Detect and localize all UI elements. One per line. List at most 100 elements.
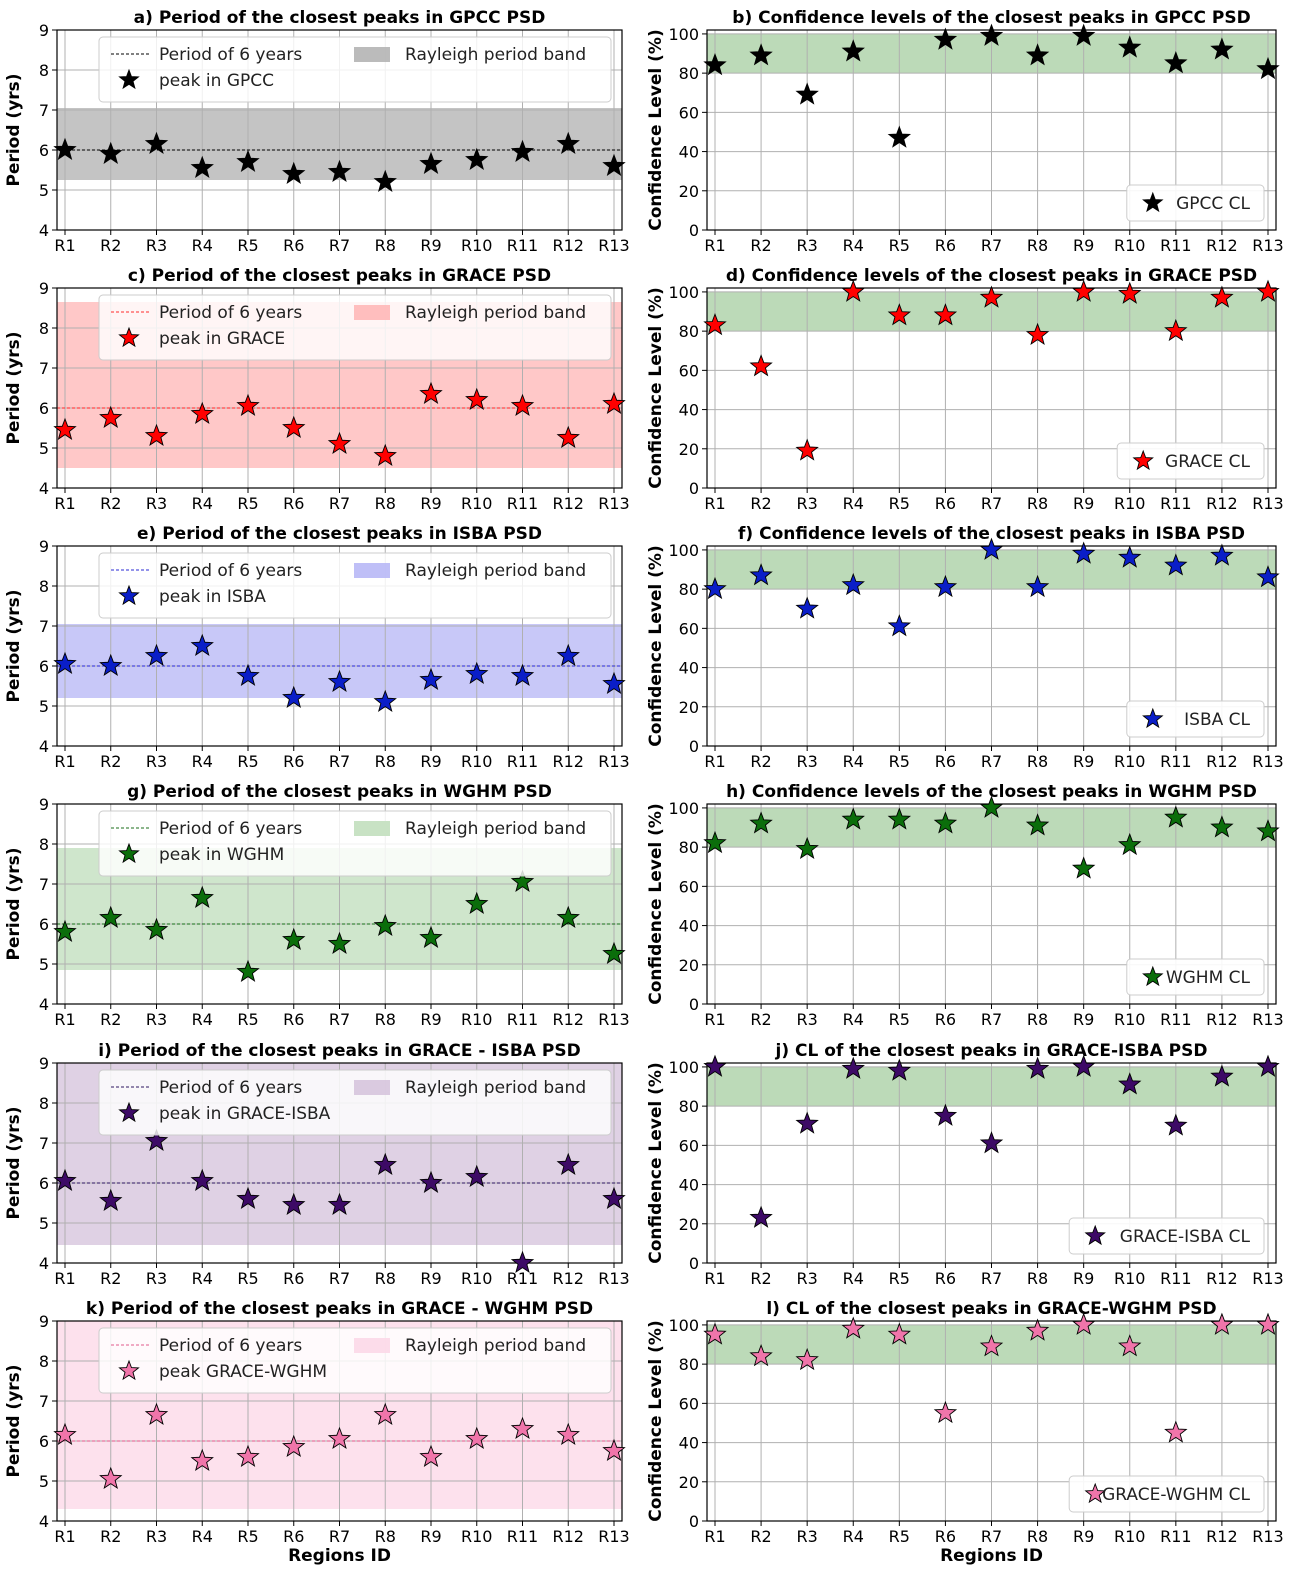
x-tick-label: R3 xyxy=(797,1269,818,1288)
star-marker xyxy=(933,1103,958,1126)
star-marker xyxy=(465,387,489,410)
x-tick-label: R10 xyxy=(461,494,492,513)
x-tick-label: R2 xyxy=(750,236,771,255)
legend-label: Period of 6 years xyxy=(159,819,302,839)
y-tick-label: 7 xyxy=(39,1392,49,1411)
panel-a: 4 5 6 7 8 9 R1 R2 R3 R4 R5 R6 R7 R8 R9 R10 R11 R12 R13 a) P… xyxy=(4,8,630,255)
x-tick-label: R8 xyxy=(375,1010,396,1029)
star-marker xyxy=(556,643,580,666)
y-tick-label: 100 xyxy=(668,799,699,818)
legend-label: GPCC CL xyxy=(1176,194,1250,214)
legend-label: GRACE-WGHM CL xyxy=(1102,1485,1250,1505)
star-marker xyxy=(1025,1318,1050,1341)
y-tick-label: 20 xyxy=(679,1215,699,1234)
panel-c: 4 5 6 7 8 9 R1 R2 R3 R4 R5 R6 R7 R8 R9 R10 R11 R12 R13 c) P… xyxy=(4,266,630,513)
chart-title: j) CL of the closest peaks in GRACE-ISBA… xyxy=(775,1041,1208,1061)
legend-label: Period of 6 years xyxy=(159,45,302,65)
x-tick-label: R4 xyxy=(843,752,864,771)
x-tick-label: R1 xyxy=(54,236,75,255)
star-marker xyxy=(190,633,214,656)
x-tick-label: R5 xyxy=(889,1527,910,1546)
x-tick-label: R2 xyxy=(100,1527,121,1546)
star-marker xyxy=(419,151,443,174)
x-tick-label: R9 xyxy=(1073,1010,1094,1029)
star-marker xyxy=(841,572,865,596)
star-marker xyxy=(1210,1312,1234,1335)
star-marker xyxy=(236,959,260,982)
x-tick-label: R8 xyxy=(375,1269,396,1288)
y-tick-label: 100 xyxy=(668,1058,699,1077)
x-tick-label: R6 xyxy=(283,494,304,513)
x-tick-label: R9 xyxy=(420,1269,441,1288)
legend-label: Rayleigh period band xyxy=(405,1336,586,1356)
x-tick-label: R9 xyxy=(1073,1527,1094,1546)
x-tick-label: R11 xyxy=(507,236,538,255)
chart-title: g) Period of the closest peaks in WGHM P… xyxy=(127,782,552,802)
panel-d: 0 20 40 60 80 100 R1 R2 R3 R4 R5 R6 R7 R8 R9 R10 R11 R12 R… xyxy=(646,266,1284,513)
y-tick-label: 5 xyxy=(39,697,49,716)
chart-title: c) Period of the closest peaks in GRACE … xyxy=(128,266,551,286)
x-tick-label: R3 xyxy=(797,236,818,255)
star-marker xyxy=(841,279,865,302)
star-marker xyxy=(841,39,865,62)
legend-star-swatch xyxy=(1084,1482,1106,1504)
star-marker xyxy=(602,671,626,694)
x-tick-label: R3 xyxy=(797,494,818,513)
y-tick-label: 5 xyxy=(39,955,49,974)
star-marker xyxy=(327,1426,352,1449)
y-tick-label: 9 xyxy=(39,795,49,814)
y-tick-label: 7 xyxy=(39,1134,49,1153)
x-tick-label: R2 xyxy=(100,1010,121,1029)
star-marker xyxy=(327,669,352,692)
x-tick-label: R13 xyxy=(1252,494,1283,513)
x-tick-label: R7 xyxy=(329,236,350,255)
star-marker xyxy=(282,161,306,184)
x-tick-label: R10 xyxy=(1114,752,1145,771)
star-marker xyxy=(327,1192,352,1215)
y-tick-label: 60 xyxy=(679,877,699,896)
star-marker xyxy=(99,905,123,928)
y-axis-label: Confidence Level (%) xyxy=(646,545,666,746)
x-tick-label: R13 xyxy=(598,1527,629,1546)
x-axis-label: Regions ID xyxy=(940,1546,1043,1566)
y-tick-label: 100 xyxy=(668,25,699,44)
star-marker xyxy=(1210,285,1234,308)
y-tick-label: 6 xyxy=(39,399,49,418)
star-marker xyxy=(282,927,306,950)
star-marker xyxy=(327,931,352,954)
x-tick-label: R9 xyxy=(1073,1269,1094,1288)
star-marker xyxy=(1025,813,1050,836)
y-tick-label: 20 xyxy=(679,182,699,201)
x-tick-label: R7 xyxy=(981,1527,1002,1546)
x-tick-label: R8 xyxy=(1027,1269,1048,1288)
y-tick-label: 40 xyxy=(679,401,699,420)
x-tick-label: R2 xyxy=(750,752,771,771)
star-marker xyxy=(933,1400,958,1424)
panel-k: 4 5 6 7 8 9 R1 R2 R3 R4 R5 R6 R7 R8 R9 R10 R11 R12 R13 k) P… xyxy=(4,1299,630,1566)
x-tick-label: R11 xyxy=(507,752,538,771)
star-marker xyxy=(703,830,727,854)
star-marker xyxy=(795,1347,819,1371)
legend-label: peak in WGHM xyxy=(159,845,284,865)
y-tick-label: 5 xyxy=(39,1472,49,1491)
star-marker xyxy=(1118,545,1142,568)
star-marker xyxy=(327,431,352,454)
legend-band-swatch xyxy=(354,1338,390,1353)
panel-e: 4 5 6 7 8 9 R1 R2 R3 R4 R5 R6 R7 R8 R9 R10 R11 R12 R13 e) P… xyxy=(4,524,630,771)
y-tick-label: 80 xyxy=(679,838,699,857)
y-tick-label: 9 xyxy=(39,1312,49,1331)
x-tick-label: R13 xyxy=(1252,752,1283,771)
x-tick-label: R4 xyxy=(192,1527,213,1546)
star-marker xyxy=(1210,1064,1234,1087)
star-marker xyxy=(887,1322,912,1345)
x-tick-label: R1 xyxy=(54,1010,75,1029)
panel-i: 4 5 6 7 8 9 R1 R2 R3 R4 R5 R6 R7 R8 R9 R10 R11 R12 R13 i) P… xyxy=(4,1041,630,1288)
star-marker xyxy=(190,155,214,178)
x-tick-label: R12 xyxy=(1206,494,1237,513)
y-tick-label: 7 xyxy=(39,101,49,120)
star-marker xyxy=(144,131,169,154)
star-marker xyxy=(1210,815,1234,838)
star-marker xyxy=(1164,1420,1188,1443)
star-marker xyxy=(887,1058,912,1081)
y-tick-label: 80 xyxy=(679,580,699,599)
